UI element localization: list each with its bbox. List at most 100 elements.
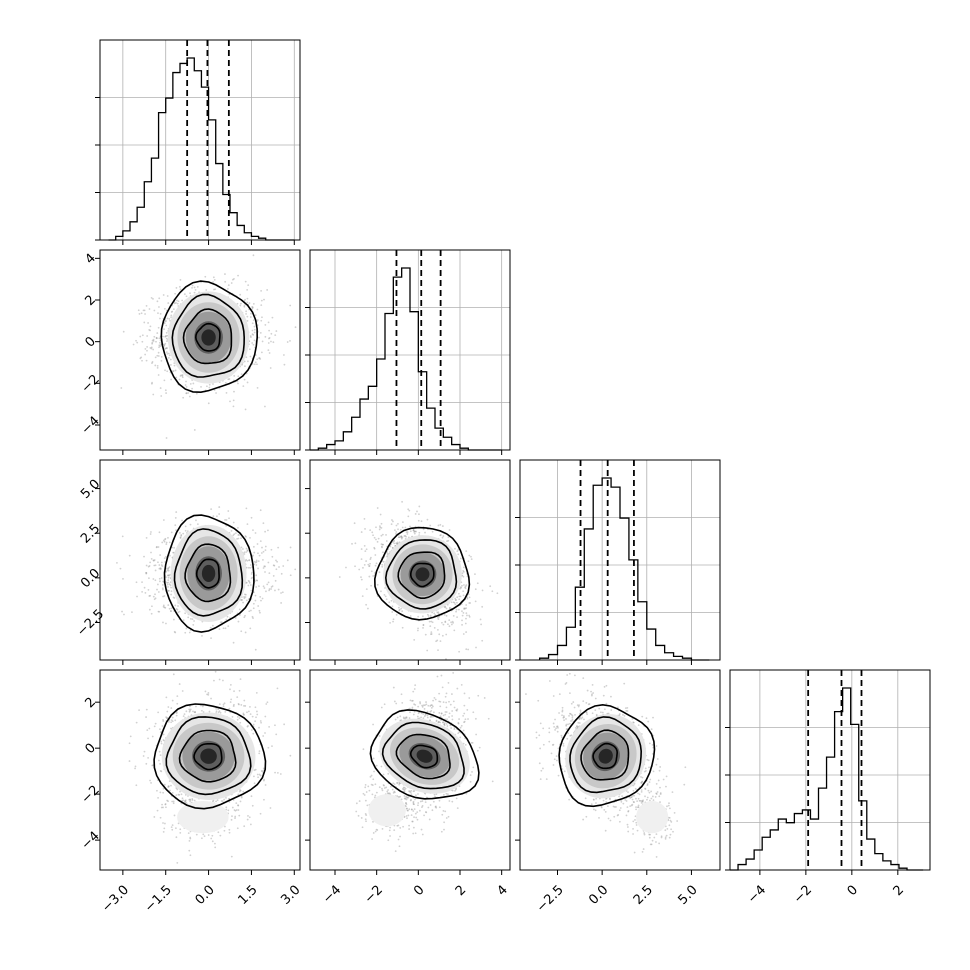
sample-point (164, 335, 167, 338)
sample-point (218, 628, 221, 631)
sample-point (400, 607, 403, 610)
sample-point (260, 289, 263, 292)
sample-point (228, 517, 230, 520)
sample-point (185, 627, 188, 630)
sample-point (170, 590, 173, 593)
sample-point (171, 310, 174, 313)
sample-point (170, 316, 172, 319)
sample-point (263, 565, 266, 568)
sample-point (422, 624, 425, 626)
sample-point (367, 563, 370, 566)
sample-point (360, 548, 363, 550)
sample-point (248, 580, 251, 583)
sample-point (452, 621, 455, 624)
sample-point (146, 346, 149, 348)
sample-point (195, 519, 197, 522)
sample-point (164, 319, 167, 322)
sample-point (436, 611, 439, 614)
sample-point (424, 531, 426, 534)
sample-point (244, 365, 246, 368)
sample-point (160, 770, 163, 773)
sample-point (210, 697, 212, 700)
sample-point (170, 378, 173, 381)
sample-point (360, 558, 363, 561)
sample-point (449, 606, 451, 609)
sample-point (405, 531, 408, 534)
sample-point (430, 633, 432, 636)
y-tick-label: 2 (83, 293, 99, 309)
sample-point (430, 633, 433, 635)
sample-point (256, 308, 259, 311)
sample-point (187, 392, 190, 394)
sample-point (193, 620, 195, 622)
sample-point (251, 342, 254, 344)
sample-point (267, 342, 270, 344)
sample-point (264, 335, 267, 338)
sample-point (179, 790, 181, 793)
sample-point (253, 328, 256, 331)
sample-point (268, 352, 271, 354)
panel-frame (729, 669, 931, 871)
sample-point (405, 535, 407, 538)
sample-point (381, 546, 383, 549)
sample-point (248, 610, 251, 613)
sample-point (159, 580, 161, 583)
sample-point (377, 537, 380, 540)
sample-point (144, 353, 147, 356)
density-contour (173, 528, 244, 617)
sample-point (403, 535, 406, 537)
sample-point (192, 382, 195, 385)
sample-point (145, 762, 148, 765)
sample-point (462, 566, 465, 569)
sample-point (248, 302, 251, 304)
sample-point (373, 536, 376, 539)
sample-point (234, 617, 237, 619)
sample-point (246, 301, 249, 304)
sample-point (213, 278, 216, 281)
sample-point (205, 289, 208, 291)
sample-point (149, 325, 152, 328)
sample-point (224, 519, 226, 521)
sample-point (395, 532, 397, 535)
sample-point (244, 593, 247, 596)
sample-point (143, 750, 146, 753)
sample-point (246, 559, 249, 562)
sample-point (294, 568, 297, 571)
sample-point (174, 369, 177, 372)
sample-point (189, 292, 191, 295)
sample-point (181, 299, 184, 302)
sample-point (365, 588, 368, 591)
sample-point (376, 507, 379, 509)
sample-point (406, 533, 409, 535)
sample-point (240, 546, 243, 549)
sample-point (365, 603, 368, 606)
panel-frame (99, 249, 301, 451)
sample-point (294, 326, 297, 329)
sample-point (395, 613, 398, 616)
sample-point (444, 621, 447, 624)
sample-point (211, 840, 214, 843)
sample-point (444, 620, 447, 623)
sample-point (455, 610, 457, 613)
sample-point (400, 535, 403, 538)
sample-point (270, 586, 273, 588)
sample-point (152, 578, 155, 580)
sample-point (141, 340, 144, 343)
sample-point (456, 550, 459, 553)
sample-point (247, 598, 250, 601)
sample-point (157, 355, 160, 357)
sample-point (465, 648, 468, 651)
sample-point (270, 588, 273, 590)
sample-point (215, 707, 218, 710)
sample-point (225, 391, 228, 394)
sample-point (128, 554, 131, 557)
sample-point (150, 551, 152, 554)
sample-point (173, 546, 176, 549)
sample-point (262, 567, 265, 569)
sample-point (437, 611, 440, 614)
panel-frame (99, 459, 301, 661)
sample-point (437, 524, 440, 527)
sample-point (429, 614, 432, 617)
sample-point (162, 595, 164, 598)
sample-point (139, 357, 142, 360)
